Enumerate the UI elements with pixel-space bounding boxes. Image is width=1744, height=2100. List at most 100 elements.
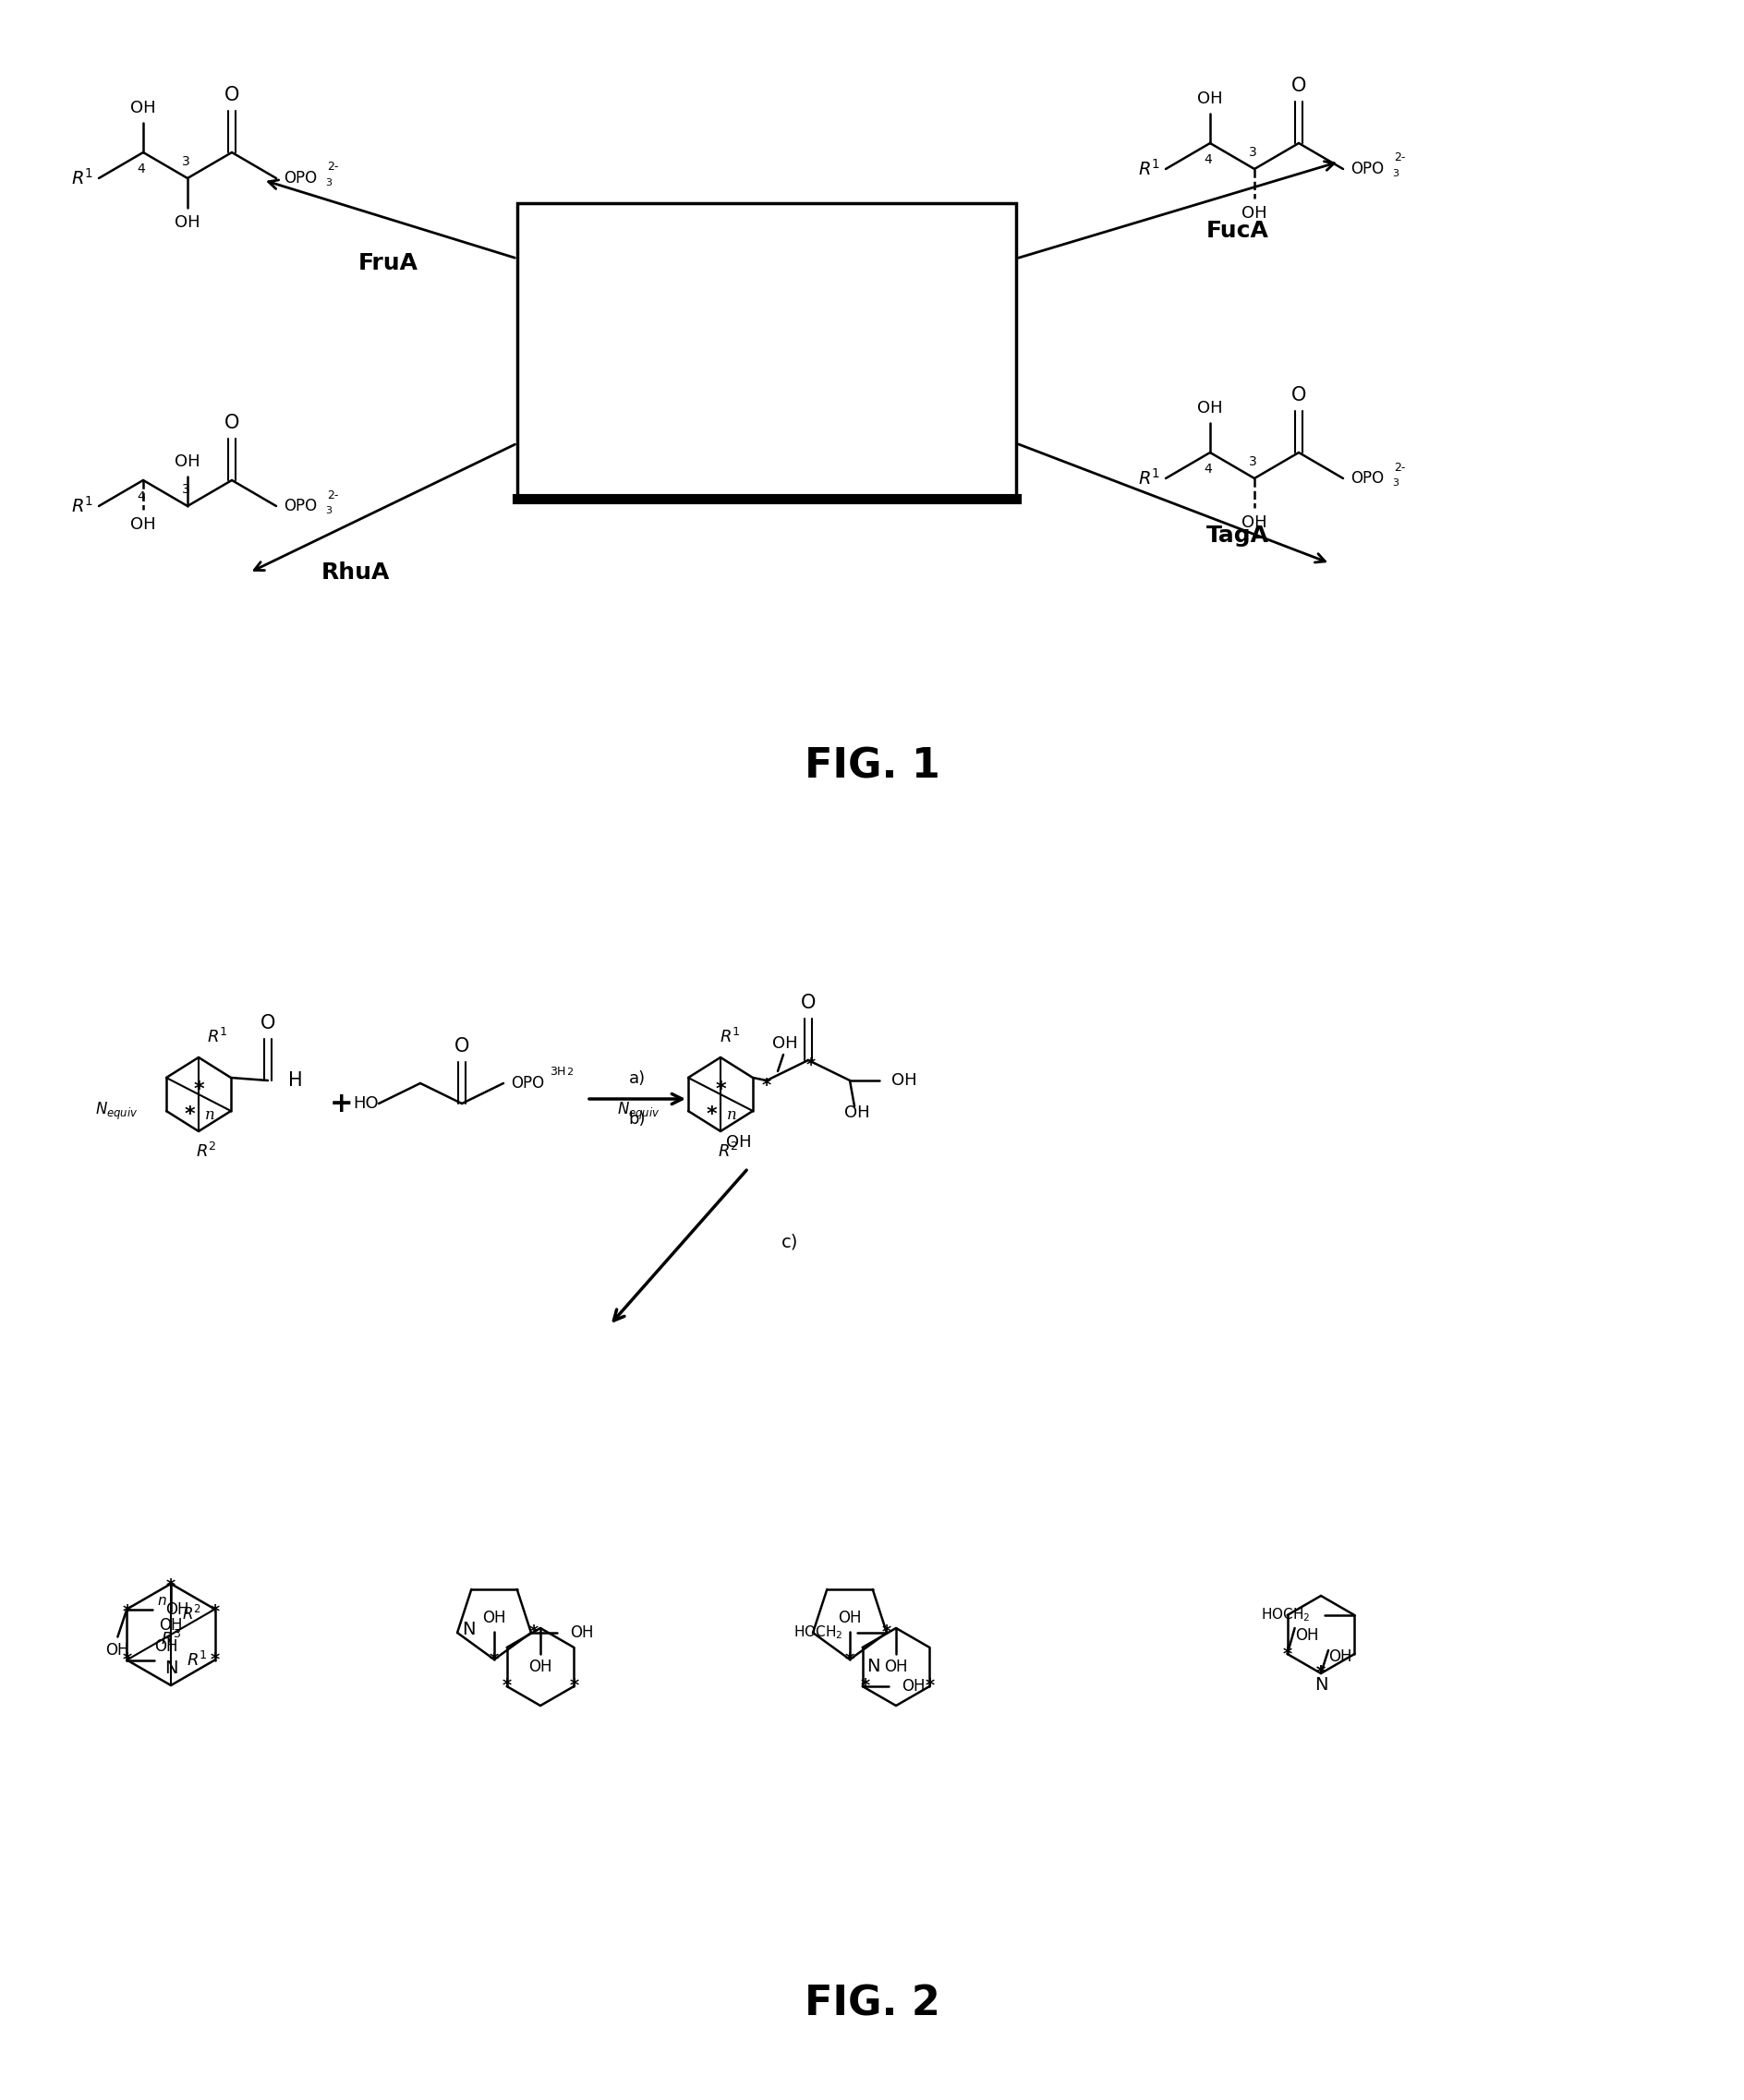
Text: $R^2$: $R^2$: [717, 1142, 738, 1161]
Text: OH: OH: [166, 1600, 190, 1617]
Text: TagA: TagA: [1207, 525, 1270, 546]
Text: HO: HO: [354, 1096, 378, 1111]
Text: FucA: FucA: [1207, 220, 1270, 242]
Text: *: *: [846, 1651, 855, 1667]
Text: *: *: [194, 1082, 204, 1098]
Text: N: N: [164, 1659, 178, 1678]
Text: N: N: [1315, 1676, 1327, 1693]
Text: H: H: [288, 1071, 303, 1090]
Text: $R^1$: $R^1$: [206, 1027, 227, 1046]
Text: O: O: [225, 86, 239, 105]
Text: 3: 3: [1249, 145, 1257, 160]
Text: 4: 4: [138, 491, 145, 504]
Text: O: O: [1291, 76, 1306, 94]
Text: *: *: [211, 1651, 220, 1670]
Text: OH: OH: [174, 454, 201, 470]
Text: OH: OH: [131, 99, 155, 116]
Text: *: *: [1317, 1665, 1325, 1682]
Text: *: *: [528, 1623, 539, 1642]
Text: FruA: FruA: [358, 252, 419, 275]
Text: 2-: 2-: [328, 489, 338, 502]
Text: *: *: [185, 1105, 195, 1124]
Text: a): a): [630, 1071, 645, 1088]
Text: OH: OH: [844, 1105, 870, 1121]
Text: n: n: [204, 1107, 215, 1124]
Text: *: *: [490, 1651, 499, 1667]
Text: *: *: [924, 1678, 935, 1695]
Text: *: *: [502, 1678, 511, 1695]
Text: OH: OH: [891, 1073, 917, 1088]
Text: FIG. 1: FIG. 1: [804, 748, 940, 785]
Text: *: *: [706, 1105, 717, 1124]
Text: $R^1$: $R^1$: [719, 1027, 739, 1046]
Text: OH: OH: [131, 517, 155, 533]
Text: HOCH$_2$: HOCH$_2$: [794, 1623, 842, 1642]
Text: $R^1$: $R^1$: [1137, 468, 1160, 489]
Text: RhuA: RhuA: [321, 561, 391, 584]
Text: 4: 4: [1203, 462, 1212, 475]
Text: OH: OH: [483, 1609, 506, 1625]
Text: 3: 3: [324, 179, 331, 187]
Text: $R^1$: $R^1$: [572, 357, 596, 380]
Text: $N_{equiv}$: $N_{equiv}$: [96, 1100, 138, 1121]
Text: 2: 2: [567, 1067, 572, 1077]
Text: OH: OH: [1198, 90, 1223, 107]
Text: $N_{equiv}$: $N_{equiv}$: [617, 1100, 661, 1121]
Text: O: O: [630, 292, 645, 311]
Text: $R^1$: $R^1$: [72, 496, 92, 517]
Text: O: O: [807, 292, 823, 309]
Text: OH: OH: [155, 1638, 178, 1655]
Text: *: *: [715, 1082, 726, 1098]
Text: OH: OH: [528, 1659, 553, 1676]
Text: O: O: [800, 993, 816, 1012]
Text: +: +: [715, 357, 739, 382]
Text: *: *: [569, 1678, 579, 1695]
Text: n: n: [157, 1594, 166, 1607]
Text: OH: OH: [1242, 514, 1268, 531]
Text: O: O: [453, 1037, 469, 1056]
Text: OH: OH: [839, 1609, 862, 1625]
Text: *: *: [762, 1077, 771, 1094]
Text: N: N: [867, 1659, 879, 1676]
Text: $R^1$: $R^1$: [187, 1651, 208, 1670]
Text: 2-: 2-: [1393, 462, 1406, 473]
Text: DHAP: DHAP: [814, 426, 872, 443]
Text: OH: OH: [773, 1035, 799, 1052]
Text: *: *: [211, 1602, 220, 1621]
Text: OH: OH: [884, 1659, 909, 1676]
Text: OPO: OPO: [867, 380, 903, 397]
Text: *: *: [1282, 1644, 1292, 1663]
Text: $R^1$: $R^1$: [1137, 160, 1160, 178]
Text: OH: OH: [1198, 399, 1223, 416]
Text: *: *: [122, 1602, 131, 1621]
Text: OH: OH: [106, 1642, 129, 1659]
Bar: [518, 204, 1017, 498]
Text: $R^2$: $R^2$: [181, 1604, 201, 1623]
Text: n: n: [727, 1107, 736, 1124]
Text: $R^3$: $R^3$: [160, 1630, 181, 1649]
Text: OPO: OPO: [284, 170, 317, 187]
Text: OPO: OPO: [1350, 470, 1383, 487]
Text: c): c): [781, 1233, 799, 1252]
Text: 3: 3: [1392, 479, 1399, 487]
Text: 2-: 2-: [328, 162, 338, 172]
Text: N: N: [462, 1621, 476, 1638]
Text: +: +: [330, 1090, 354, 1117]
Text: OPO: OPO: [284, 498, 317, 514]
Text: *: *: [166, 1577, 176, 1596]
Text: 3: 3: [916, 386, 924, 399]
Text: 4: 4: [138, 162, 145, 176]
Text: O: O: [260, 1014, 276, 1033]
Text: OH: OH: [570, 1625, 593, 1640]
Text: b): b): [630, 1111, 645, 1128]
Text: FIG. 2: FIG. 2: [804, 1984, 940, 2024]
Text: *: *: [1317, 1665, 1325, 1682]
Text: OH: OH: [1294, 1628, 1318, 1644]
Text: OH: OH: [159, 1617, 183, 1634]
Text: OH: OH: [759, 422, 785, 437]
Text: 3: 3: [181, 483, 190, 496]
Text: H: H: [556, 1067, 565, 1077]
Text: OPO: OPO: [511, 1075, 544, 1092]
Text: $R^1$: $R^1$: [72, 168, 92, 189]
Text: *: *: [806, 1056, 816, 1073]
